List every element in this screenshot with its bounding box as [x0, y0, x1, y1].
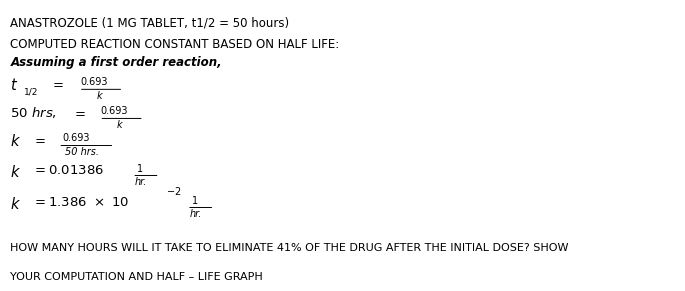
- Text: 1: 1: [137, 164, 143, 174]
- Text: 50 hrs.: 50 hrs.: [65, 147, 99, 157]
- Text: ANASTROZOLE (1 MG TABLET, t1/2 = 50 hours): ANASTROZOLE (1 MG TABLET, t1/2 = 50 hour…: [10, 16, 289, 29]
- Text: $k$: $k$: [10, 196, 21, 212]
- Text: $=$: $=$: [50, 77, 64, 90]
- Text: $k$: $k$: [10, 133, 21, 149]
- Text: 1: 1: [192, 196, 198, 206]
- Text: $-2$: $-2$: [166, 185, 182, 197]
- Text: COMPUTED REACTION CONSTANT BASED ON HALF LIFE:: COMPUTED REACTION CONSTANT BASED ON HALF…: [10, 38, 340, 51]
- Text: 1/2: 1/2: [24, 87, 38, 96]
- Text: $=$: $=$: [72, 106, 86, 119]
- Text: $k$: $k$: [10, 164, 21, 180]
- Text: 0.693: 0.693: [101, 106, 128, 116]
- Text: $=$: $=$: [32, 133, 47, 146]
- Text: Assuming a first order reaction,: Assuming a first order reaction,: [10, 56, 222, 69]
- Text: $= 0.01386$: $= 0.01386$: [32, 164, 104, 177]
- Text: $= 1.386\ \times\ 10$: $= 1.386\ \times\ 10$: [32, 196, 129, 209]
- Text: hr.: hr.: [190, 209, 202, 219]
- Text: $50\ hrs,$: $50\ hrs,$: [10, 105, 57, 120]
- Text: YOUR COMPUTATION AND HALF – LIFE GRAPH: YOUR COMPUTATION AND HALF – LIFE GRAPH: [10, 272, 263, 282]
- Text: k: k: [117, 120, 123, 130]
- Text: 0.693: 0.693: [80, 77, 108, 86]
- Text: HOW MANY HOURS WILL IT TAKE TO ELIMINATE 41% OF THE DRUG AFTER THE INITIAL DOSE?: HOW MANY HOURS WILL IT TAKE TO ELIMINATE…: [10, 243, 569, 253]
- Text: 0.693: 0.693: [62, 133, 90, 143]
- Text: $t$: $t$: [10, 77, 18, 93]
- Text: k: k: [97, 91, 102, 101]
- Text: hr.: hr.: [135, 177, 147, 187]
